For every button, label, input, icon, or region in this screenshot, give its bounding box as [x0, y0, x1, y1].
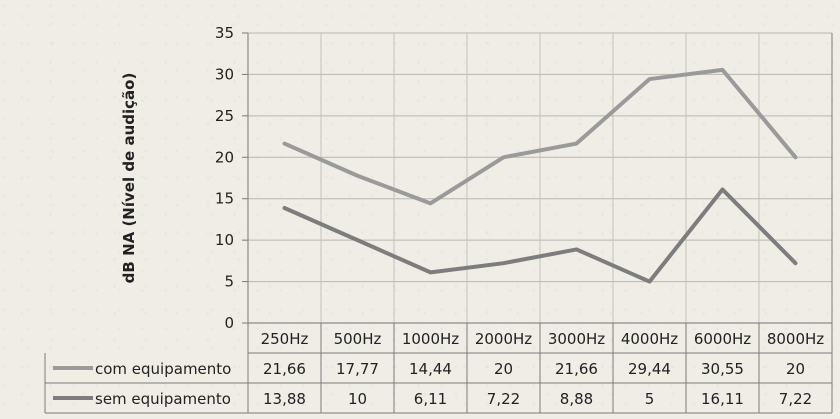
data-label: 20 [786, 360, 805, 378]
data-point [648, 77, 651, 81]
data-label: 7,22 [487, 390, 520, 408]
data-point [648, 280, 651, 284]
y-tick-label: 0 [224, 314, 234, 332]
series-line [282, 67, 798, 206]
legend-label: com equipamento [95, 360, 231, 378]
y-tick-label: 25 [215, 107, 234, 125]
x-tick-label: 500Hz [334, 330, 382, 348]
y-tick-label: 30 [215, 65, 234, 83]
data-label: 29,44 [628, 360, 671, 378]
data-point [429, 270, 432, 274]
data-point [356, 174, 359, 178]
x-tick-label: 8000Hz [767, 330, 824, 348]
x-tick-label: 2000Hz [475, 330, 532, 348]
data-point [575, 247, 578, 251]
data-label: 8,88 [560, 390, 593, 408]
y-tick-label: 10 [215, 231, 234, 249]
data-label: 21,66 [555, 360, 598, 378]
series-line [282, 187, 798, 284]
data-label: 10 [348, 390, 367, 408]
y-axis-label: dB NA (Nível de audição) [120, 73, 138, 284]
x-tick-label: 1000Hz [402, 330, 459, 348]
x-tick-label: 6000Hz [694, 330, 751, 348]
data-label: 14,44 [409, 360, 452, 378]
x-tick-label: 250Hz [261, 330, 309, 348]
data-point [283, 206, 286, 210]
y-tick-label: 15 [215, 190, 234, 208]
data-label: 16,11 [701, 390, 744, 408]
data-point [721, 188, 724, 192]
data-point [429, 201, 432, 205]
data-point [575, 142, 578, 146]
data-label: 13,88 [263, 390, 306, 408]
x-tick-label: 4000Hz [621, 330, 678, 348]
data-point [721, 68, 724, 72]
data-label: 7,22 [779, 390, 812, 408]
data-point [794, 261, 797, 265]
data-point [356, 238, 359, 242]
data-label: 6,11 [414, 390, 447, 408]
data-label: 21,66 [263, 360, 306, 378]
data-point [283, 142, 286, 146]
y-tick-label: 5 [224, 273, 234, 291]
data-point [502, 155, 505, 159]
data-point [794, 155, 797, 159]
data-label: 5 [645, 390, 655, 408]
x-tick-label: 3000Hz [548, 330, 605, 348]
y-tick-label: 20 [215, 148, 234, 166]
data-label: 20 [494, 360, 513, 378]
data-label: 30,55 [701, 360, 744, 378]
legend-label: sem equipamento [95, 390, 231, 408]
y-tick-label: 35 [215, 24, 234, 42]
data-label: 17,77 [336, 360, 379, 378]
data-point [502, 261, 505, 265]
